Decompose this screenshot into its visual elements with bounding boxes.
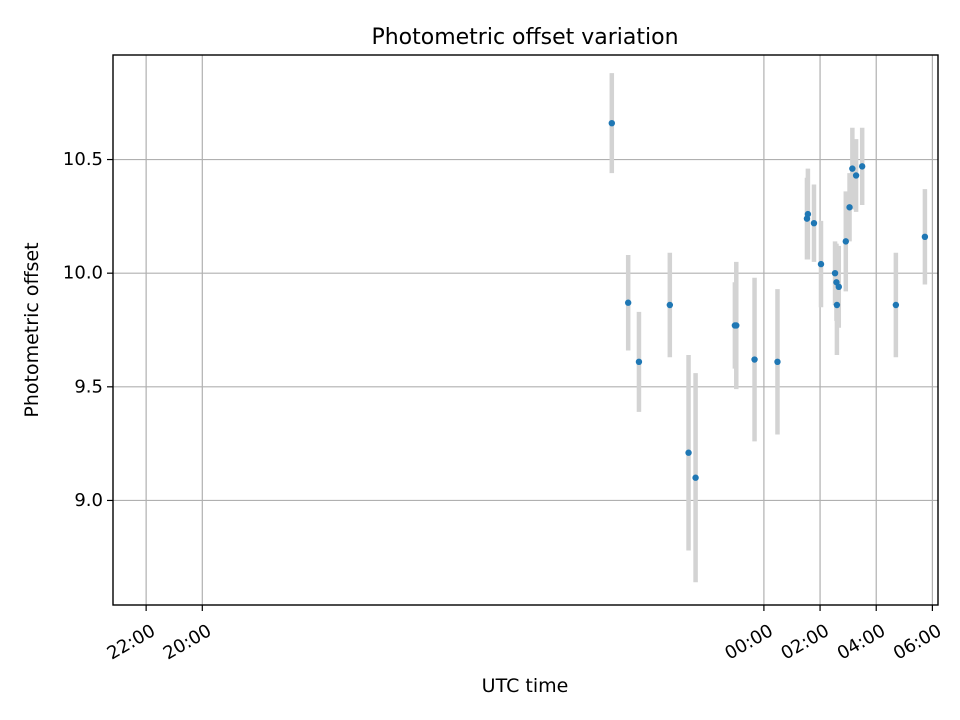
data-point: [685, 449, 692, 456]
data-point: [774, 358, 781, 366]
data-point: [921, 233, 929, 241]
data-point: [846, 204, 853, 211]
plot-frame: [112, 54, 939, 606]
data-point: [831, 269, 839, 277]
data-point: [892, 301, 900, 309]
data-point: [624, 299, 632, 306]
y-tick-label: 9.5: [74, 376, 103, 397]
data-point: [804, 210, 812, 218]
data-point: [833, 301, 841, 309]
data-point: [751, 356, 758, 363]
data-point: [835, 283, 842, 291]
data-point: [666, 301, 674, 309]
data-point: [842, 238, 850, 245]
data-point: [635, 358, 643, 366]
y-tick-label: 9.0: [74, 490, 103, 511]
chart-title: Photometric offset variation: [371, 25, 678, 50]
grid-lines: [113, 55, 938, 605]
y-tick-label: 10.0: [63, 263, 103, 284]
data-point: [608, 119, 616, 127]
data-point: [852, 172, 860, 179]
y-axis-label: Photometric offset: [21, 242, 43, 417]
y-tick-label: 10.5: [63, 149, 103, 170]
x-axis-label: UTC time: [482, 675, 569, 697]
data-point: [810, 219, 818, 227]
data-point: [817, 260, 825, 268]
data-point: [849, 165, 856, 172]
data-point: [733, 322, 740, 329]
data-point: [858, 163, 866, 170]
data-point: [692, 474, 699, 481]
data-points: [608, 119, 929, 481]
